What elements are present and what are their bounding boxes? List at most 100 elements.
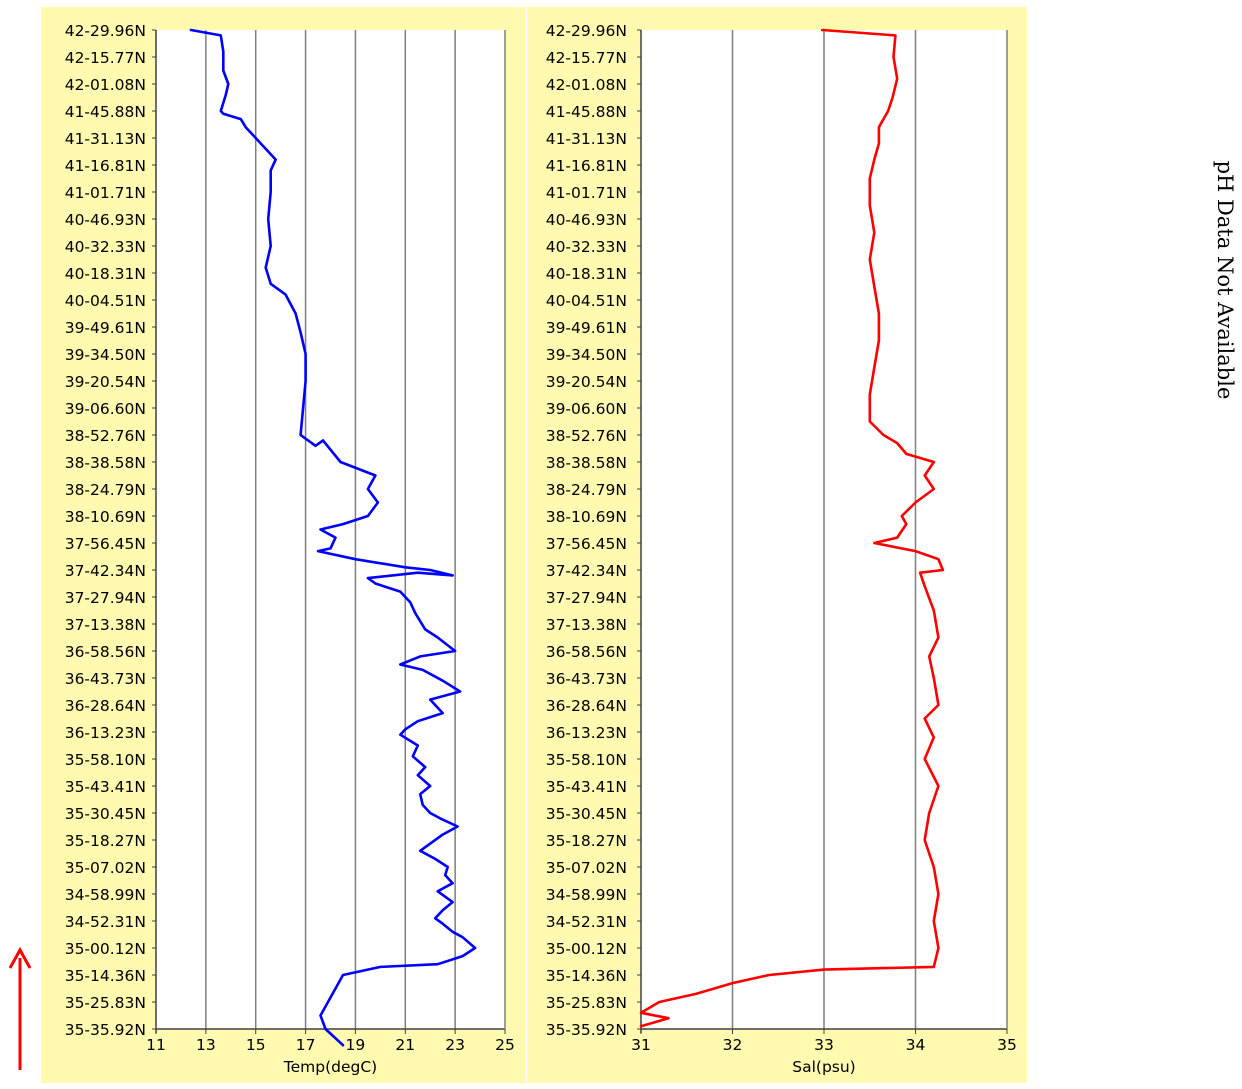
temp-y-tick-label: 35-07.02N bbox=[65, 859, 146, 877]
temp-y-tick-label: 37-42.34N bbox=[65, 562, 146, 580]
temp-y-tick-label: 41-01.71N bbox=[65, 184, 146, 202]
sal-y-tick-label: 35-00.12N bbox=[546, 940, 627, 958]
temp-y-tick-label: 39-20.54N bbox=[65, 373, 146, 391]
temp-y-tick-label: 41-31.13N bbox=[65, 130, 146, 148]
temp-y-tick-label: 35-43.41N bbox=[65, 778, 146, 796]
sal-y-tick-label: 40-04.51N bbox=[546, 292, 627, 310]
temp-y-tick-label: 38-38.58N bbox=[65, 454, 146, 472]
temp-y-tick-label: 42-15.77N bbox=[65, 49, 146, 67]
temp-y-tick-label: 39-49.61N bbox=[65, 319, 146, 337]
sal-y-tick-label: 35-14.36N bbox=[546, 967, 627, 985]
temp-y-tick-label: 34-52.31N bbox=[65, 913, 146, 931]
temperature-panel: 42-29.96N 42-15.77N 42-01.08N 41-45.88N 41-3… bbox=[65, 22, 515, 1076]
temp-y-tick-label: 39-06.60N bbox=[65, 400, 146, 418]
temp-x-axis-label: Temp(degC) bbox=[283, 1058, 377, 1076]
sal-y-tick-label: 34-52.31N bbox=[546, 913, 627, 931]
temp-x-tick-label: 21 bbox=[395, 1036, 415, 1054]
sal-y-tick-label: 36-13.23N bbox=[546, 724, 627, 742]
temp-y-tick-label: 36-28.64N bbox=[65, 697, 146, 715]
temp-y-tick-label: 38-10.69N bbox=[65, 508, 146, 526]
sal-y-tick-label: 38-52.76N bbox=[546, 427, 627, 445]
temp-y-tick-label: 35-18.27N bbox=[65, 832, 146, 850]
temp-y-tick-label: 35-14.36N bbox=[65, 967, 146, 985]
temp-y-tick-label: 36-43.73N bbox=[65, 670, 146, 688]
temp-x-tick-label: 17 bbox=[296, 1036, 316, 1054]
sal-x-axis-label: Sal(psu) bbox=[792, 1058, 855, 1076]
sal-y-tick-label: 37-27.94N bbox=[546, 589, 627, 607]
sal-y-tick-label: 42-01.08N bbox=[546, 76, 627, 94]
temp-series-line bbox=[189, 28, 477, 1047]
sal-y-tick-label: 41-45.88N bbox=[546, 103, 627, 121]
sal-y-tick-label: 38-10.69N bbox=[546, 508, 627, 526]
temp-x-tick-label: 25 bbox=[495, 1036, 515, 1054]
sal-y-tick-label: 41-16.81N bbox=[546, 157, 627, 175]
sal-y-tick-label: 41-31.13N bbox=[546, 130, 627, 148]
direction-arrow bbox=[8, 946, 32, 1070]
temp-x-tick-label: 15 bbox=[246, 1036, 266, 1054]
sal-y-tick-label: 39-20.54N bbox=[546, 373, 627, 391]
sal-y-tick-label: 40-18.31N bbox=[546, 265, 627, 283]
sal-y-tick-label: 39-06.60N bbox=[546, 400, 627, 418]
sal-y-tick-label: 42-29.96N bbox=[546, 22, 627, 40]
temp-y-tick-label: 34-58.99N bbox=[65, 886, 146, 904]
ph-unavailable-note: pH Data Not Available bbox=[1213, 161, 1237, 400]
temp-y-tick-label: 37-56.45N bbox=[65, 535, 146, 553]
temp-x-tick-label: 23 bbox=[445, 1036, 465, 1054]
sal-y-tick-label: 35-43.41N bbox=[546, 778, 627, 796]
temp-y-tick-label: 36-58.56N bbox=[65, 643, 146, 661]
temp-y-tick-label: 40-18.31N bbox=[65, 265, 146, 283]
temp-y-tick-label: 35-25.83N bbox=[65, 994, 146, 1012]
sal-y-tick-label: 36-58.56N bbox=[546, 643, 627, 661]
temp-y-tick-label: 35-30.45N bbox=[65, 805, 146, 823]
sal-x-tick-label: 32 bbox=[723, 1036, 743, 1054]
temp-y-tick-label: 37-27.94N bbox=[65, 589, 146, 607]
sal-y-tick-label: 35-30.45N bbox=[546, 805, 627, 823]
sal-y-tick-label: 37-56.45N bbox=[546, 535, 627, 553]
sal-y-tick-label: 36-28.64N bbox=[546, 697, 627, 715]
temp-y-tick-label: 42-01.08N bbox=[65, 76, 146, 94]
temp-x-tick-label: 19 bbox=[346, 1036, 366, 1054]
sal-y-tick-label: 39-34.50N bbox=[546, 346, 627, 364]
sal-y-tick-label: 37-42.34N bbox=[546, 562, 627, 580]
direction-arrow-head bbox=[8, 946, 32, 969]
temp-y-tick-label: 35-35.92N bbox=[65, 1021, 146, 1039]
sal-y-tick-label: 35-07.02N bbox=[546, 859, 627, 877]
sal-y-tick-label: 40-46.93N bbox=[546, 211, 627, 229]
temp-y-tick-label: 35-58.10N bbox=[65, 751, 146, 769]
temp-y-tick-label: 38-24.79N bbox=[65, 481, 146, 499]
temp-y-tick-label: 41-45.88N bbox=[65, 103, 146, 121]
temp-y-tick-label: 36-13.23N bbox=[65, 724, 146, 742]
temp-x-tick-label: 13 bbox=[196, 1036, 216, 1054]
sal-y-tick-label: 38-38.58N bbox=[546, 454, 627, 472]
temp-plot-area bbox=[156, 30, 505, 1029]
sal-y-tick-label: 35-35.92N bbox=[546, 1021, 627, 1039]
temp-y-tick-label: 37-13.38N bbox=[65, 616, 146, 634]
sal-x-tick-label: 34 bbox=[906, 1036, 926, 1054]
sal-y-tick-label: 42-15.77N bbox=[546, 49, 627, 67]
sal-x-tick-label: 31 bbox=[631, 1036, 651, 1054]
temp-x-tick-label: 11 bbox=[146, 1036, 166, 1054]
sal-y-tick-label: 36-43.73N bbox=[546, 670, 627, 688]
sal-y-tick-label: 34-58.99N bbox=[546, 886, 627, 904]
sal-y-tick-label: 35-58.10N bbox=[546, 751, 627, 769]
sal-x-tick-label: 35 bbox=[997, 1036, 1017, 1054]
sal-x-tick-label: 33 bbox=[814, 1036, 834, 1054]
temp-y-tick-label: 42-29.96N bbox=[65, 22, 146, 40]
salinity-panel: 42-29.96N 42-15.77N 42-01.08N 41-45.88N 41-3… bbox=[546, 22, 1017, 1076]
sal-y-tick-label: 40-32.33N bbox=[546, 238, 627, 256]
temp-y-tick-label: 41-16.81N bbox=[65, 157, 146, 175]
sal-y-tick-label: 38-24.79N bbox=[546, 481, 627, 499]
temp-y-tick-label: 38-52.76N bbox=[65, 427, 146, 445]
sal-series-line bbox=[639, 28, 945, 1028]
sal-y-tick-label: 35-25.83N bbox=[546, 994, 627, 1012]
sal-y-tick-label: 35-18.27N bbox=[546, 832, 627, 850]
temp-y-tick-label: 40-46.93N bbox=[65, 211, 146, 229]
sal-y-tick-label: 39-49.61N bbox=[546, 319, 627, 337]
sal-y-tick-label: 41-01.71N bbox=[546, 184, 627, 202]
temp-y-tick-label: 40-04.51N bbox=[65, 292, 146, 310]
temp-y-tick-label: 35-00.12N bbox=[65, 940, 146, 958]
temp-y-tick-label: 39-34.50N bbox=[65, 346, 146, 364]
sal-y-tick-label: 37-13.38N bbox=[546, 616, 627, 634]
